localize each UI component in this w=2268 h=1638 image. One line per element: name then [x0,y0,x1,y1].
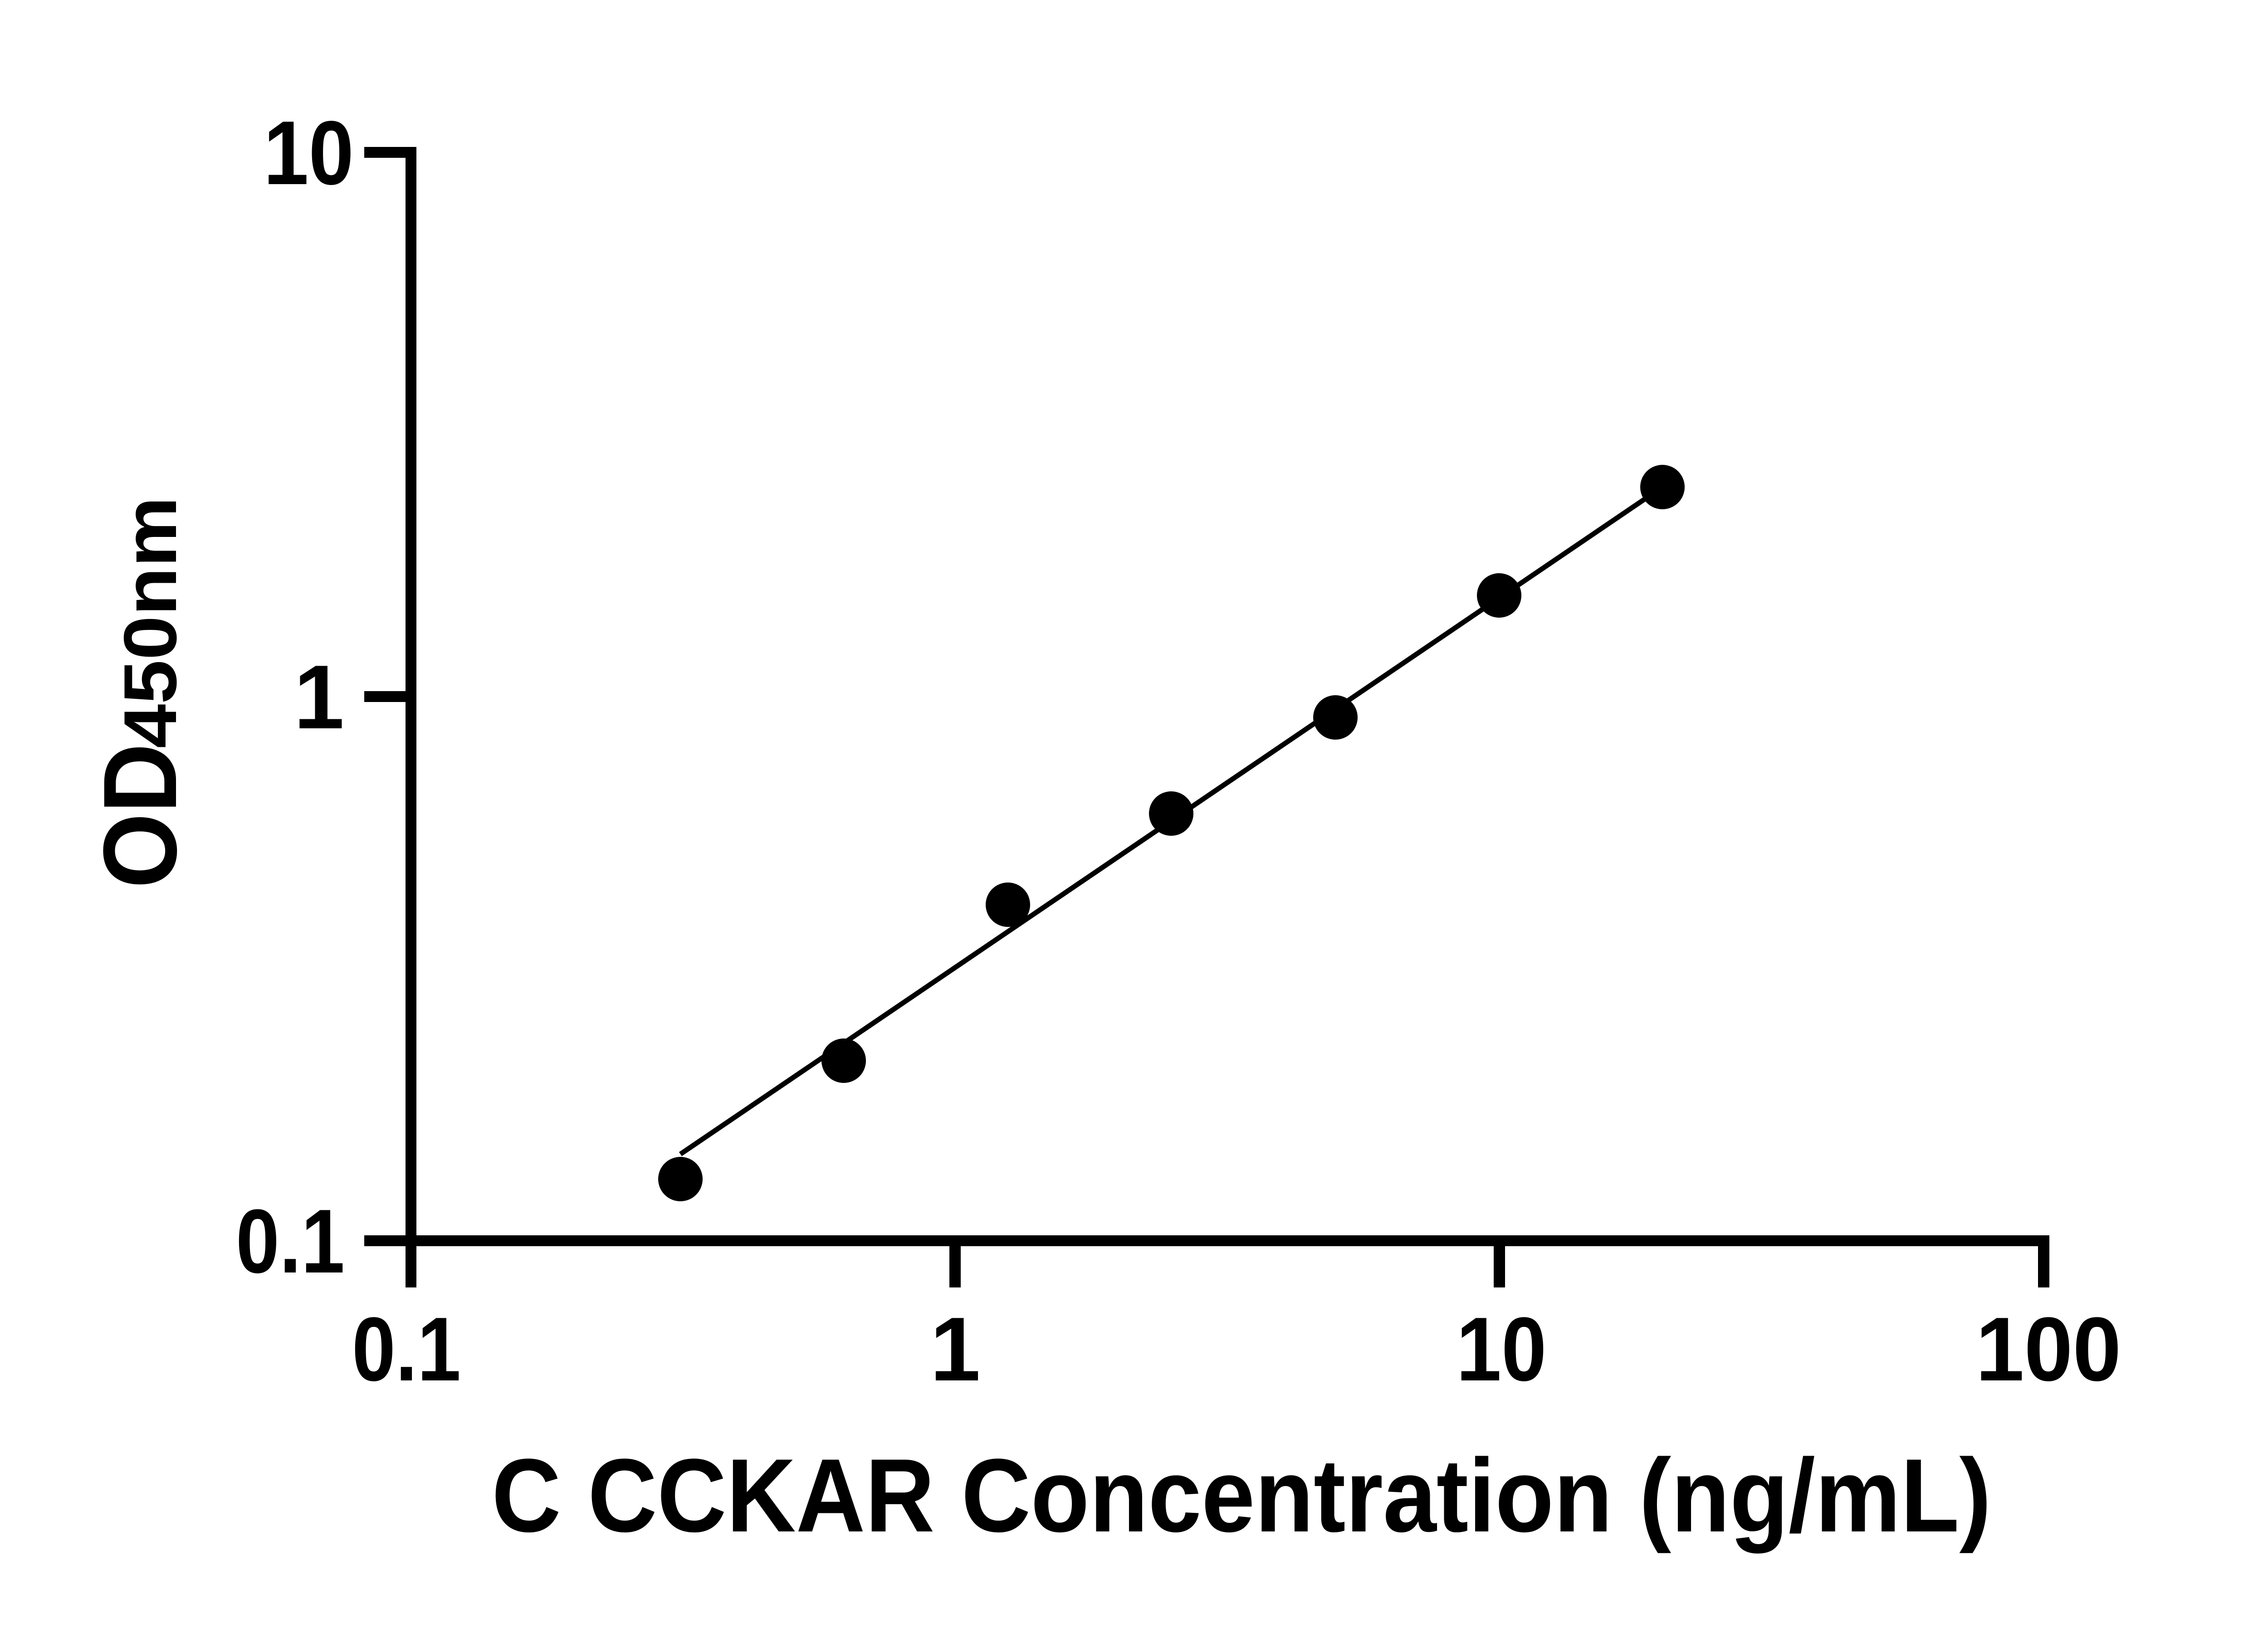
svg-text:450nm: 450nm [108,497,192,748]
svg-text:1: 1 [294,647,344,748]
svg-text:C CCKAR Concentration (ng/mL): C CCKAR Concentration (ng/mL) [492,1437,1991,1554]
svg-text:1: 1 [930,1299,980,1400]
svg-text:100: 100 [1976,1299,2121,1400]
svg-text:10: 10 [264,102,354,204]
svg-text:0.1: 0.1 [352,1299,461,1400]
svg-text:10: 10 [1457,1299,1547,1400]
svg-text:0.1: 0.1 [236,1191,345,1292]
svg-text:OD: OD [82,743,198,888]
